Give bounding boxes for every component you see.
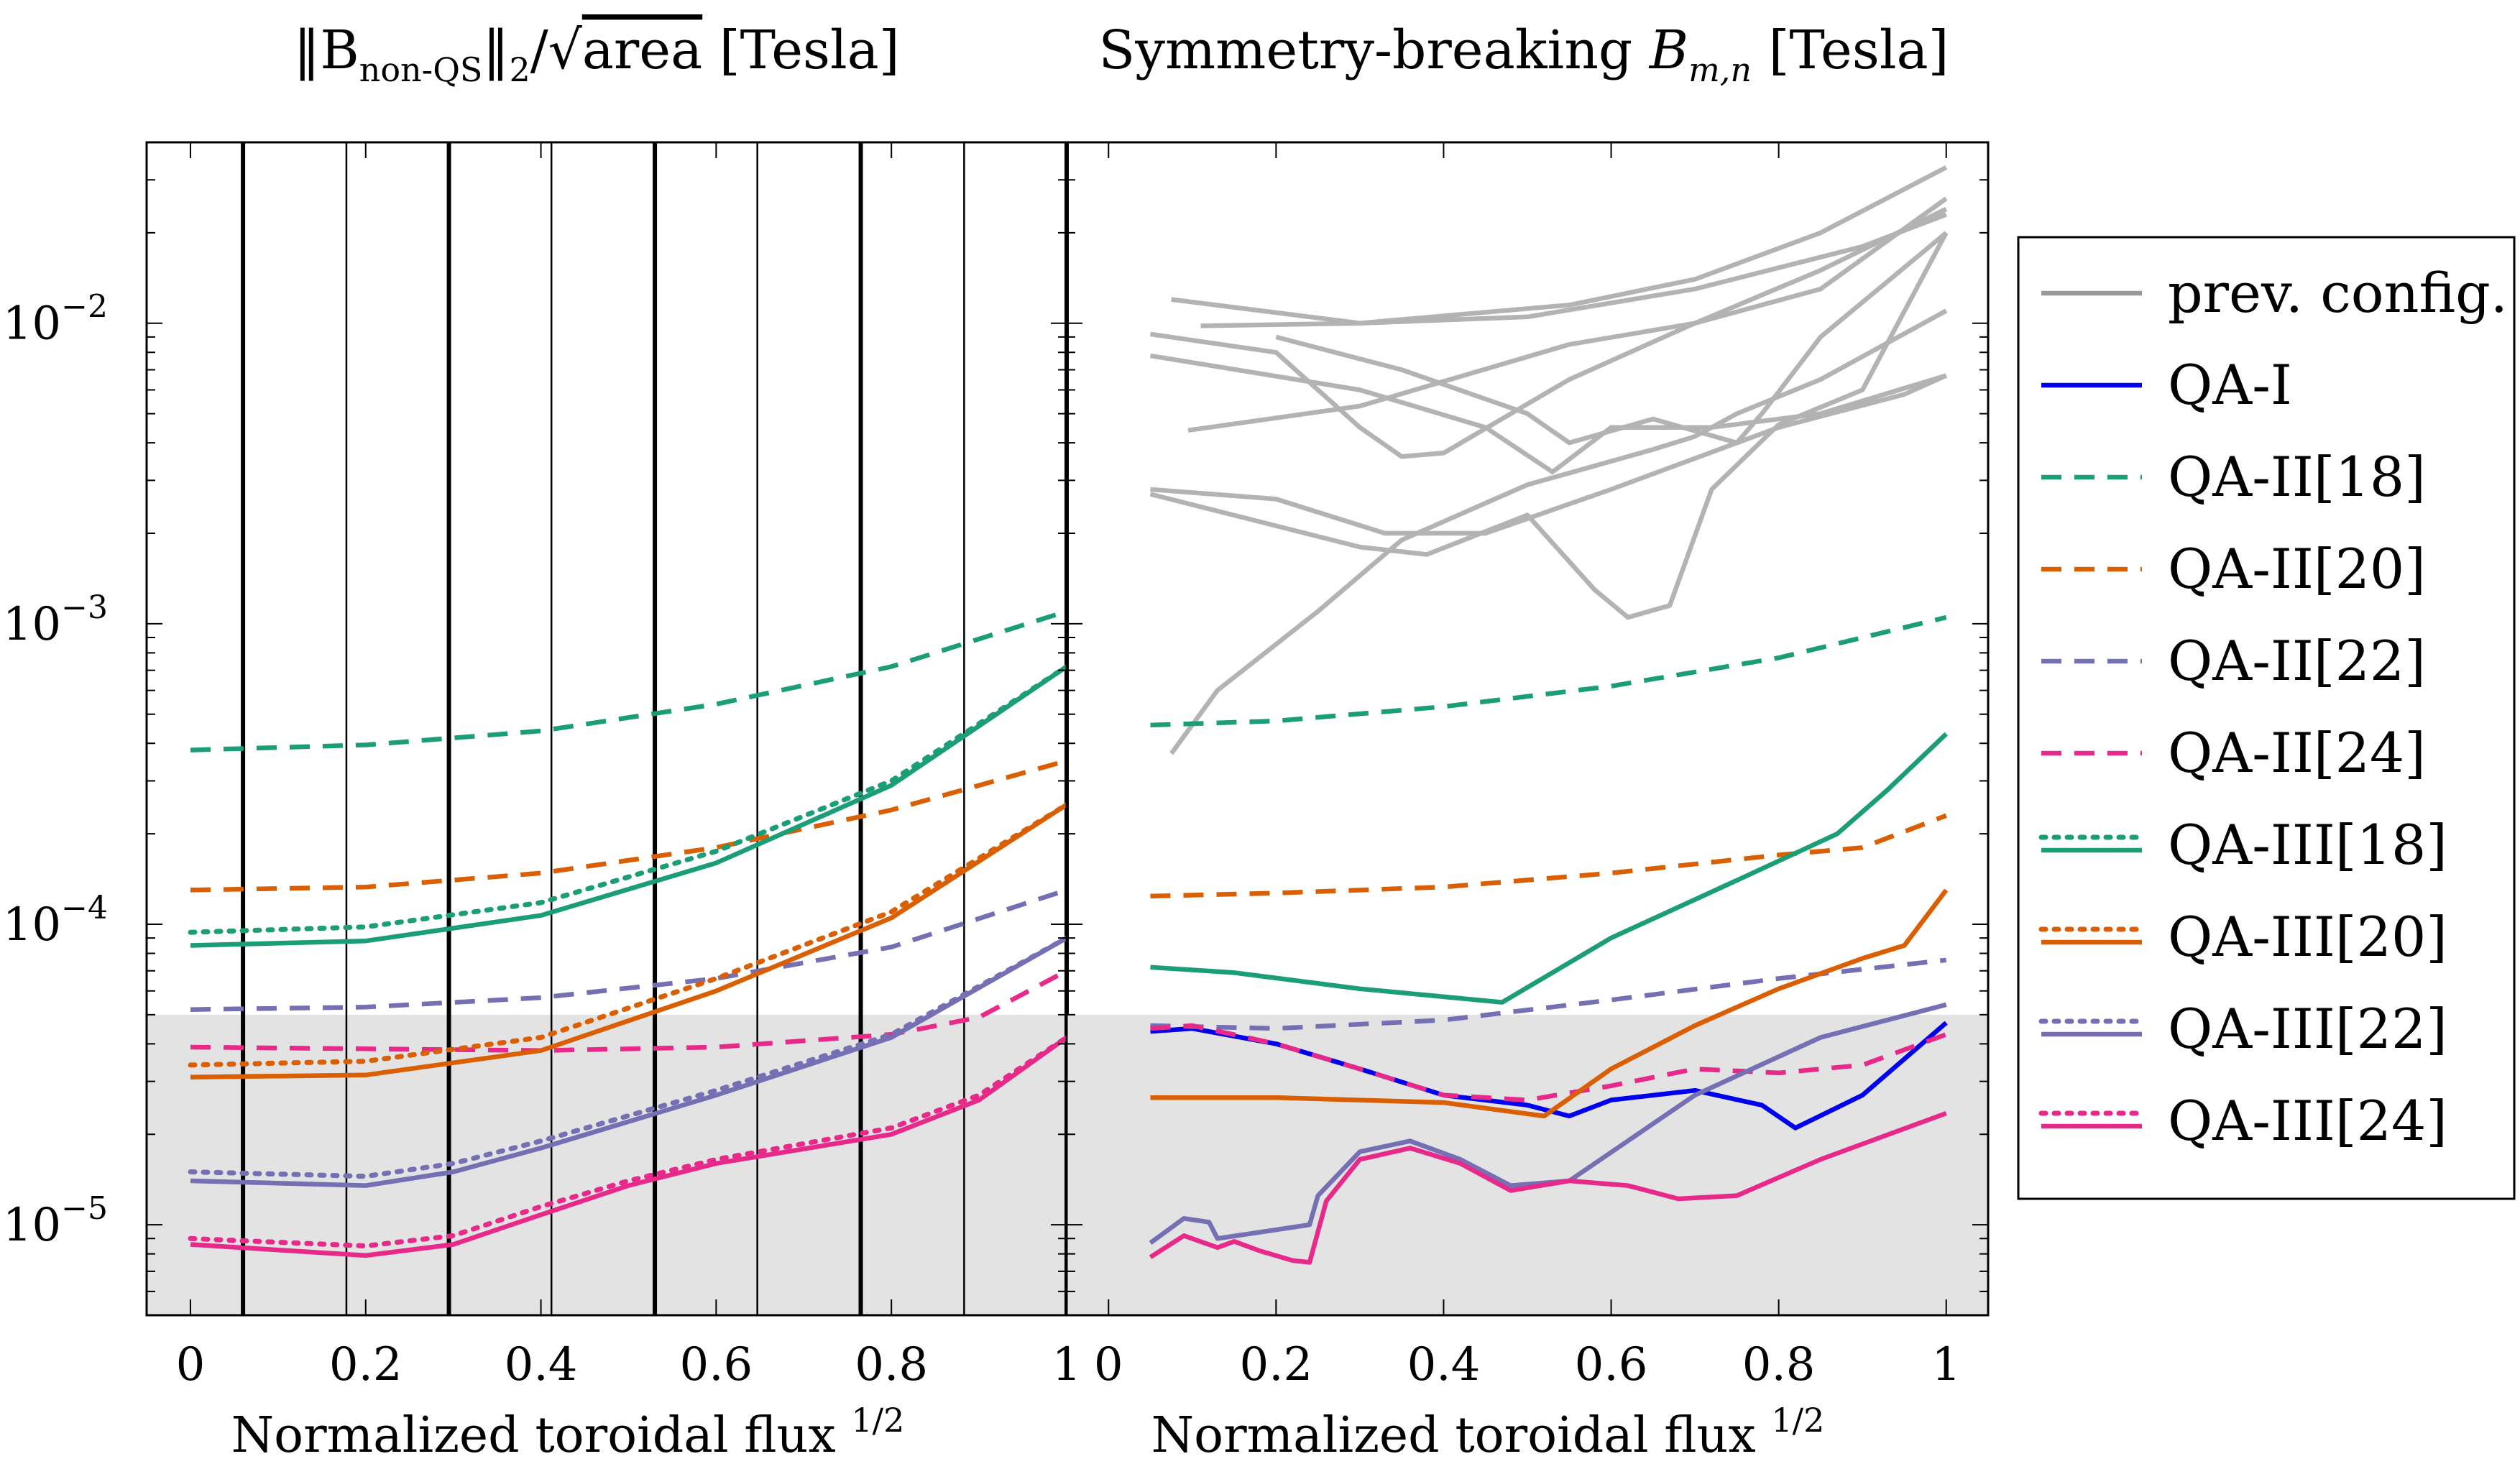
legend: prev. config. QA-I QA-II[18] QA-II[20] QA-II… — [2017, 236, 2516, 1200]
right-panel: 0 0.2 0.4 0.6 0.8 1 — [1065, 141, 1990, 1391]
right-series-prev-config-5 — [1187, 196, 1948, 433]
left-series-qa-iii-18-dotted — [188, 664, 1067, 935]
right-series-prev-config-2 — [1200, 165, 1948, 328]
left-series-qa-iii-24-dotted — [188, 1035, 1067, 1249]
legend-label-qa-iii-22: QA-III[22] — [2168, 997, 2447, 1061]
left-series-qa-ii-24 — [190, 968, 1067, 1053]
right-shaded-region — [1067, 1014, 1988, 1315]
legend-label-qa-i: QA-I — [2168, 353, 2292, 417]
right-series-qa-ii-20 — [1150, 813, 1947, 899]
left-series-qa-ii-22 — [190, 888, 1067, 1012]
left-xtick-label: 0.8 — [855, 1338, 928, 1391]
right-series-qa-ii-18 — [1150, 614, 1947, 728]
left-series-group — [188, 609, 1067, 1258]
y-tick-exponent: −2 — [61, 289, 108, 326]
legend-label-qa-ii-18: QA-II[18] — [2168, 445, 2426, 509]
left-x-axis-label: Normalized toroidal flux 1/2 — [231, 1401, 905, 1464]
right-x-axis-label: Normalized toroidal flux 1/2 — [1151, 1401, 1825, 1464]
left-xtick-label: 0.6 — [679, 1338, 753, 1391]
y-tick-exponent: −4 — [61, 890, 108, 926]
left-series-qa-iii-22-dotted — [188, 935, 1067, 1179]
left-panel-title: ‖Bnon-QS‖2/√area [Tesla] — [293, 19, 899, 89]
right-series-qa-i — [1150, 1021, 1948, 1131]
y-tick-base: 10 — [3, 1199, 61, 1252]
right-series-prev-config-9 — [1275, 231, 1948, 446]
right-series-qa-ii-24 — [1150, 1023, 1947, 1102]
left-xtick-label: 1 — [1052, 1338, 1082, 1391]
legend-label-prev-config: prev. config. — [2168, 261, 2508, 325]
y-tick-label: 10−3 — [3, 589, 108, 651]
left-series-qa-iii-20-dotted — [188, 802, 1067, 1068]
legend-frame — [2017, 236, 2516, 1200]
left-series-qa-iii-20 — [190, 802, 1067, 1079]
y-tick-label: 10−5 — [3, 1190, 108, 1252]
legend-label-qa-iii-20: QA-III[20] — [2168, 905, 2447, 969]
legend-label-qa-ii-24: QA-II[24] — [2168, 721, 2426, 785]
right-series-qa-iii-20 — [1150, 888, 1949, 1119]
y-tick-base: 10 — [3, 298, 61, 351]
y-tick-base: 10 — [3, 898, 61, 952]
legend-label-qa-ii-22: QA-II[22] — [2168, 629, 2426, 693]
right-series-qa-ii-22 — [1150, 957, 1947, 1031]
left-xtick-label: 0.4 — [505, 1338, 578, 1391]
legend-label-qa-iii-18: QA-III[18] — [2168, 813, 2447, 877]
right-xtick-label: 1 — [1931, 1338, 1961, 1391]
right-series-prev-config-3 — [1150, 206, 1948, 459]
left-xtick-label: 0 — [176, 1338, 206, 1391]
right-series-prev-config-6 — [1150, 373, 1948, 536]
right-series-qa-iii-22 — [1149, 1002, 1947, 1246]
left-shaded-region — [147, 1014, 1067, 1315]
legend-label-qa-ii-20: QA-II[20] — [2168, 537, 2426, 601]
right-xtick-label: 0 — [1094, 1338, 1123, 1391]
right-series-prev-config-8 — [1169, 308, 1948, 755]
right-xtick-label: 0.8 — [1742, 1338, 1816, 1391]
right-xtick-label: 0.2 — [1239, 1338, 1312, 1391]
y-tick-exponent: −5 — [61, 1190, 108, 1227]
left-ticks — [147, 142, 1067, 1315]
right-frame — [1065, 141, 1990, 1317]
left-series-qa-ii-18 — [190, 609, 1067, 752]
right-ticks — [1067, 142, 1988, 1315]
right-series-qa-iii-18 — [1150, 732, 1948, 1005]
left-series-qa-iii-22 — [190, 936, 1067, 1188]
y-tick-label: 10−4 — [3, 890, 108, 952]
y-tick-labels: 10−510−410−310−2 — [3, 289, 108, 1252]
y-tick-base: 10 — [3, 598, 61, 651]
legend-label-qa-iii-24: QA-III[24] — [2168, 1089, 2447, 1153]
right-xtick-label: 0.4 — [1407, 1338, 1481, 1391]
right-panel-title: Symmetry-breaking Bm,n [Tesla] — [1099, 19, 1949, 89]
y-tick-label: 10−2 — [3, 289, 108, 351]
left-series-qa-iii-24 — [190, 1035, 1067, 1258]
left-series-qa-ii-20 — [190, 758, 1067, 893]
right-xtick-label: 0.6 — [1575, 1338, 1648, 1391]
left-series-qa-iii-18 — [190, 664, 1067, 948]
right-series-prev-config-7 — [1149, 231, 1949, 620]
left-panel: 0 0.2 0.4 0.6 0.8 1 — [145, 141, 1082, 1391]
right-series-group — [1149, 165, 1949, 1265]
left-xtick-label: 0.2 — [329, 1338, 403, 1391]
right-series-qa-iii-24 — [1149, 1110, 1947, 1265]
y-tick-exponent: −3 — [61, 589, 108, 626]
